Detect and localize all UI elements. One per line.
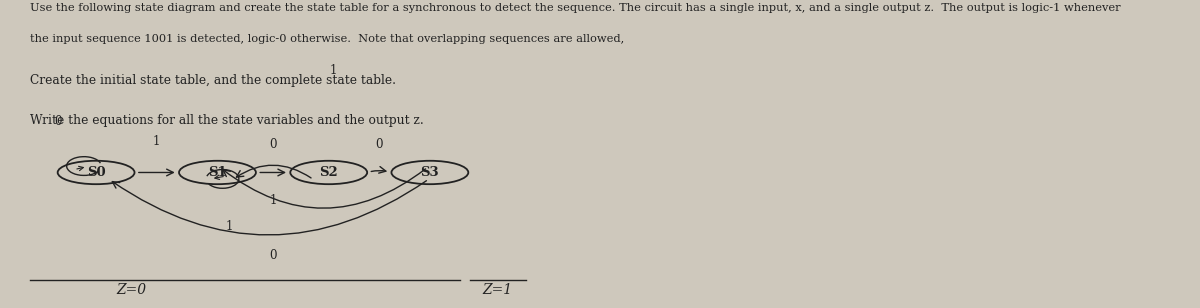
Text: 1: 1 [226, 220, 233, 233]
Text: 1: 1 [330, 64, 337, 77]
Text: S3: S3 [420, 166, 439, 179]
Text: 0: 0 [269, 249, 277, 262]
Text: Write the equations for all the state variables and the output z.: Write the equations for all the state va… [30, 114, 424, 127]
Text: Use the following state diagram and create the state table for a synchronous to : Use the following state diagram and crea… [30, 3, 1121, 13]
Text: Z=0: Z=0 [116, 283, 146, 297]
Text: S0: S0 [86, 166, 106, 179]
Text: S1: S1 [208, 166, 227, 179]
Text: Z=1: Z=1 [482, 283, 512, 297]
Text: S2: S2 [319, 166, 338, 179]
Text: 1: 1 [270, 194, 277, 207]
Text: 0: 0 [269, 138, 277, 151]
Text: 1: 1 [154, 135, 161, 148]
Text: Create the initial state table, and the complete state table.: Create the initial state table, and the … [30, 74, 396, 87]
Text: 0: 0 [54, 115, 61, 128]
Text: 0: 0 [376, 138, 383, 151]
Text: the input sequence 1001 is detected, logic-0 otherwise.  Note that overlapping s: the input sequence 1001 is detected, log… [30, 34, 624, 44]
